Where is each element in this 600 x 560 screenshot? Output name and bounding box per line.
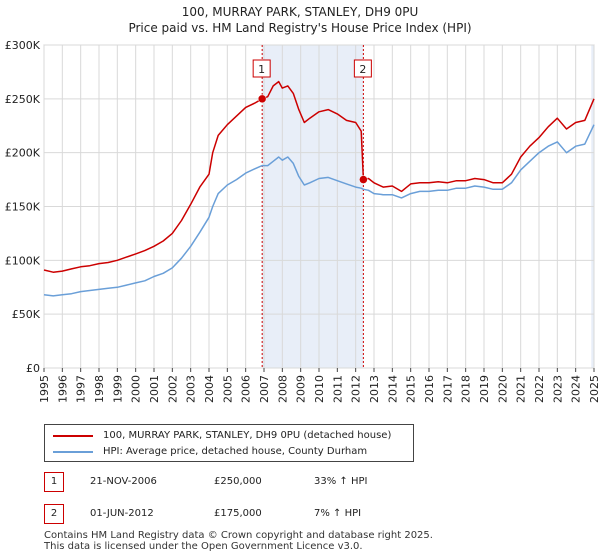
sale-label: 2 (359, 63, 366, 76)
legend-label-hpi: HPI: Average price, detached house, Coun… (103, 446, 368, 457)
transaction-date: 21-NOV-2006 (90, 476, 157, 487)
x-tick-label: 2010 (313, 375, 326, 403)
y-tick-label: £100K (5, 254, 41, 267)
transaction-price: £175,000 (214, 508, 262, 519)
chart-title-line: 100, MURRAY PARK, STANLEY, DH9 0PU (181, 5, 419, 19)
x-tick-label: 2021 (515, 375, 528, 403)
y-tick-label: £300K (5, 39, 41, 52)
transaction-date: 01-JUN-2012 (90, 508, 154, 519)
x-tick-label: 2016 (423, 375, 436, 403)
chart-subtitle: Price paid vs. HM Land Registry's House … (128, 21, 472, 35)
x-tick-label: 2004 (203, 375, 216, 403)
x-tick-label: 2003 (185, 375, 198, 403)
x-tick-label: 2014 (386, 375, 399, 403)
legend-label-price: 100, MURRAY PARK, STANLEY, DH9 0PU (deta… (103, 430, 392, 441)
footer-copyright: Contains HM Land Registry data © Crown c… (44, 530, 433, 541)
x-tick-label: 1995 (38, 375, 51, 403)
x-tick-label: 2013 (368, 375, 381, 403)
y-tick-label: £150K (5, 201, 41, 214)
x-tick-label: 2009 (295, 375, 308, 403)
x-tick-label: 2019 (478, 375, 491, 403)
sale-label: 1 (258, 63, 265, 76)
price-paid-line (43, 80, 595, 273)
sale-label-box (353, 59, 372, 78)
transaction-hpi-change: 33% ↑ HPI (314, 476, 368, 487)
x-tick-label: 2000 (130, 375, 143, 403)
x-tick-label: 2005 (221, 375, 234, 403)
x-tick-label: 2002 (166, 375, 179, 403)
y-tick-label: £200K (5, 147, 41, 160)
x-tick-label: 2006 (240, 375, 253, 403)
transaction-badge: 1 (44, 472, 64, 492)
x-tick-label: 2018 (460, 375, 473, 403)
x-tick-label: 2001 (148, 375, 161, 403)
transaction-badge: 2 (44, 504, 64, 524)
x-tick-label: 2024 (570, 375, 583, 403)
x-tick-label: 2023 (551, 375, 564, 403)
x-tick-label: 2025 (588, 375, 600, 403)
x-tick-label: 2022 (533, 375, 546, 403)
y-tick-label: £50K (12, 308, 41, 321)
x-tick-label: 2008 (276, 375, 289, 403)
x-tick-label: 1997 (75, 375, 88, 403)
x-tick-label: 2012 (350, 375, 363, 403)
sale-point (359, 175, 368, 184)
x-tick-label: 1999 (111, 375, 124, 403)
price-chart: 1 2 £0 £50K £100K £150K £200K £250K £300K 1995 19… (5, 39, 600, 403)
x-tick-label: 2017 (441, 375, 454, 403)
chart-legend: 100, MURRAY PARK, STANLEY, DH9 0PU (deta… (44, 424, 414, 462)
x-tick-label: 2015 (405, 375, 418, 403)
hpi-line (43, 124, 595, 297)
x-tick-label: 2007 (258, 375, 271, 403)
x-tick-label: 2020 (496, 375, 509, 403)
footer: Contains HM Land Registry data © Crown c… (44, 530, 433, 552)
x-tick-label: 1998 (93, 375, 106, 403)
x-tick-label: 2011 (331, 375, 344, 403)
transaction-hpi-change: 7% ↑ HPI (314, 508, 362, 519)
transaction-price: £250,000 (214, 476, 262, 487)
sale-label-box (252, 59, 271, 78)
legend-swatch-hpi (53, 451, 93, 453)
footer-license: This data is licensed under the Open Gov… (44, 541, 363, 552)
legend-swatch-price (53, 435, 93, 437)
y-tick-label: £250K (5, 93, 41, 106)
y-tick-label: £0 (26, 362, 40, 375)
sale-point (257, 94, 267, 104)
chart-title: 100, MURRAY PARK, STANLEY, DH9 0PU Price… (0, 4, 600, 36)
x-tick-label: 1996 (56, 375, 69, 403)
